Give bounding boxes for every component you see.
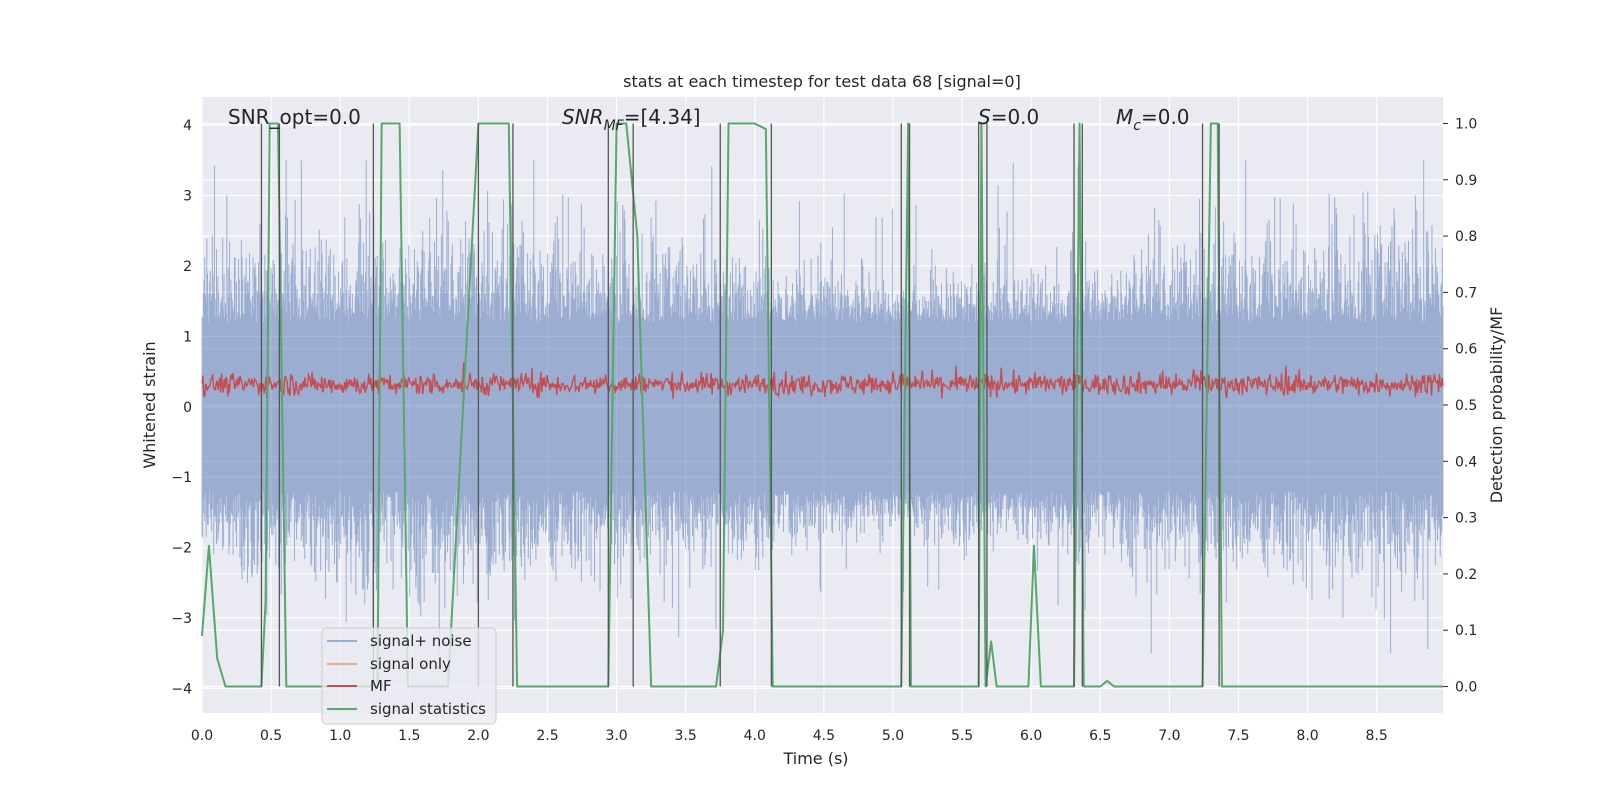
annotation-snr-mf: SNRMF=[4.34] xyxy=(562,105,701,134)
x-tick-label: 6.0 xyxy=(1020,728,1042,744)
y-tick-label: −3 xyxy=(171,611,192,627)
y-tick-label: −2 xyxy=(171,541,192,557)
annotation-snr-opt: SNR_opt=0.0 xyxy=(228,105,361,129)
x-tick-label: 4.0 xyxy=(744,728,766,744)
annotation-mc: Mc=0.0 xyxy=(1116,105,1190,134)
y-axis-right-ticks: 0.0 0.1 0.2 0.3 0.4 0.5 0.6 0.7 0.8 0.9 1.0 xyxy=(1443,116,1477,696)
x-tick-label: 4.5 xyxy=(813,728,835,744)
y-right-tick-label: 0.2 xyxy=(1455,567,1477,583)
legend-label-mf: MF xyxy=(370,677,392,695)
x-tick-label: 7.0 xyxy=(1158,728,1180,744)
mf-line xyxy=(201,362,1444,400)
x-tick-label: 8.0 xyxy=(1296,728,1318,744)
y-axis-left-ticks: −4 −3 −2 −1 0 1 2 3 4 xyxy=(171,118,192,697)
x-tick-label: 3.0 xyxy=(605,728,627,744)
annotation-s: S=0.0 xyxy=(978,105,1039,129)
legend-label-signal-statistics: signal statistics xyxy=(370,700,486,718)
x-axis-label: Time (s) xyxy=(782,749,848,768)
x-tick-label: 2.0 xyxy=(467,728,489,744)
legend: signal+ noise signal only MF signal stat… xyxy=(321,627,497,725)
y-right-tick-label: 0.7 xyxy=(1455,285,1477,301)
x-tick-label: 5.0 xyxy=(882,728,904,744)
series-mf xyxy=(201,362,1444,400)
x-tick-label: 0.5 xyxy=(260,728,282,744)
chart-title: stats at each timestep for test data 68 … xyxy=(623,72,1021,91)
y-tick-label: −1 xyxy=(171,470,192,486)
x-tick-label: 5.5 xyxy=(951,728,973,744)
y-tick-label: 3 xyxy=(183,189,192,205)
x-tick-label: 1.5 xyxy=(398,728,420,744)
y-right-tick-label: 0.8 xyxy=(1455,229,1477,245)
legend-box xyxy=(321,627,497,725)
y-tick-label: 0 xyxy=(183,400,192,416)
y-right-tick-label: 1.0 xyxy=(1455,116,1477,132)
vertical-markers xyxy=(260,123,1220,687)
s-value: =0.0 xyxy=(991,105,1040,129)
snr-mf-main: SNR xyxy=(562,105,604,129)
y-tick-label: −4 xyxy=(171,681,192,697)
x-axis-ticks: 0.0 0.5 1.0 1.5 2.0 2.5 3.0 3.5 4.0 4.5 5.0 5.5 6.0 6… xyxy=(191,728,1388,744)
legend-label-signal-noise: signal+ noise xyxy=(370,632,472,650)
snr-mf-sub: MF xyxy=(604,118,625,134)
s-main: S xyxy=(978,105,991,129)
mc-value: =0.0 xyxy=(1141,105,1190,129)
y-tick-label: 2 xyxy=(183,259,192,275)
x-tick-label: 2.5 xyxy=(536,728,558,744)
x-tick-label: 7.5 xyxy=(1227,728,1249,744)
y-right-tick-label: 0.0 xyxy=(1455,680,1477,696)
x-tick-label: 8.5 xyxy=(1366,728,1388,744)
mc-sub: c xyxy=(1133,118,1141,134)
x-tick-label: 6.5 xyxy=(1089,728,1111,744)
y-tick-label: 1 xyxy=(183,329,192,345)
x-tick-label: 1.0 xyxy=(329,728,351,744)
y-axis-label: Whitened strain xyxy=(140,341,159,468)
y-axis-right-label: Detection probability/MF xyxy=(1487,307,1506,504)
x-tick-label: 0.0 xyxy=(191,728,213,744)
y-right-tick-label: 0.6 xyxy=(1455,342,1477,358)
legend-label-signal-only: signal only xyxy=(370,655,451,673)
y-right-tick-label: 0.5 xyxy=(1455,398,1477,414)
mc-main: M xyxy=(1116,105,1133,129)
snr-mf-value: =[4.34] xyxy=(624,105,701,129)
y-right-tick-label: 0.3 xyxy=(1455,511,1477,527)
y-tick-label: 4 xyxy=(183,118,192,134)
y-right-tick-label: 0.9 xyxy=(1455,173,1477,189)
x-tick-label: 3.5 xyxy=(675,728,697,744)
y-right-tick-label: 0.1 xyxy=(1455,623,1477,639)
y-right-tick-label: 0.4 xyxy=(1455,454,1477,470)
